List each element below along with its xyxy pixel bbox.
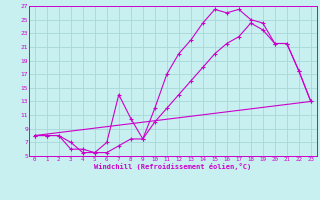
X-axis label: Windchill (Refroidissement éolien,°C): Windchill (Refroidissement éolien,°C) bbox=[94, 163, 252, 170]
